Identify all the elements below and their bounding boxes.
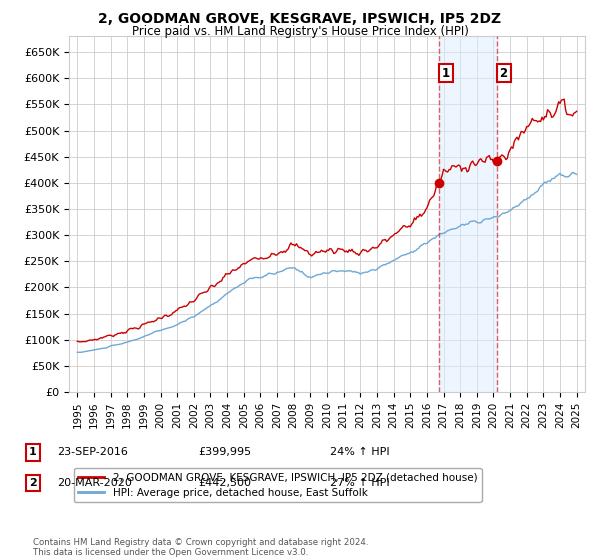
Text: 1: 1	[442, 67, 449, 80]
Text: £399,995: £399,995	[198, 447, 251, 458]
Legend: 2, GOODMAN GROVE, KESGRAVE, IPSWICH, IP5 2DZ (detached house), HPI: Average pric: 2, GOODMAN GROVE, KESGRAVE, IPSWICH, IP5…	[74, 468, 482, 502]
Text: 23-SEP-2016: 23-SEP-2016	[57, 447, 128, 458]
Text: 27% ↑ HPI: 27% ↑ HPI	[330, 478, 389, 488]
Text: 2: 2	[500, 67, 508, 80]
Text: Price paid vs. HM Land Registry's House Price Index (HPI): Price paid vs. HM Land Registry's House …	[131, 25, 469, 38]
Text: 20-MAR-2020: 20-MAR-2020	[57, 478, 132, 488]
Text: 2, GOODMAN GROVE, KESGRAVE, IPSWICH, IP5 2DZ: 2, GOODMAN GROVE, KESGRAVE, IPSWICH, IP5…	[98, 12, 502, 26]
Bar	[439, 36, 497, 392]
Text: £442,500: £442,500	[198, 478, 251, 488]
Text: 2: 2	[29, 478, 37, 488]
Text: 1: 1	[29, 447, 37, 458]
Text: Contains HM Land Registry data © Crown copyright and database right 2024.
This d: Contains HM Land Registry data © Crown c…	[33, 538, 368, 557]
Text: 24% ↑ HPI: 24% ↑ HPI	[330, 447, 389, 458]
